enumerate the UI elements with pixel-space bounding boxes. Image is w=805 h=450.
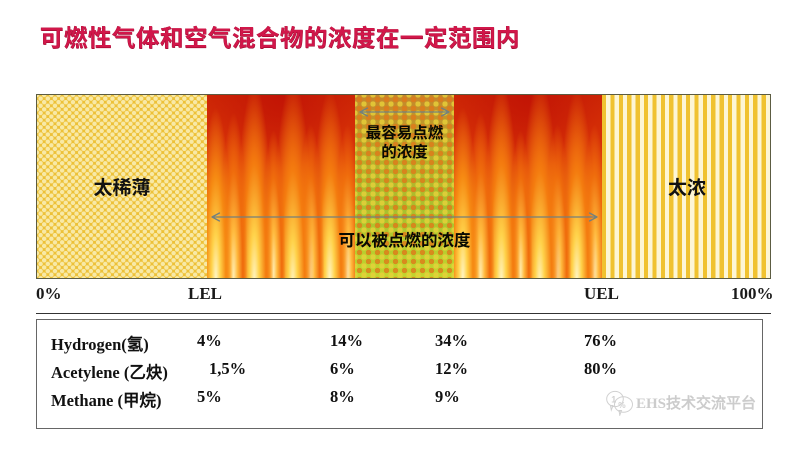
svg-text:%: %: [618, 400, 626, 410]
svg-text:1: 1: [611, 395, 616, 405]
